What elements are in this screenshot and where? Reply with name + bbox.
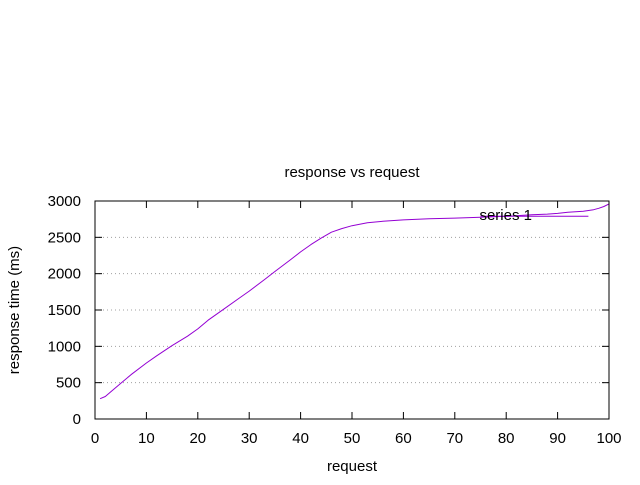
x-tick-label: 100: [596, 430, 621, 447]
x-tick-label: 70: [446, 430, 463, 447]
y-tick-label: 1500: [48, 302, 81, 319]
x-tick-label: 0: [91, 430, 99, 447]
x-tick-label: 80: [498, 430, 515, 447]
y-tick-label: 500: [56, 375, 81, 392]
x-tick-label: 10: [138, 430, 155, 447]
x-tick-label: 50: [344, 430, 361, 447]
x-tick-label: 20: [189, 430, 206, 447]
x-tick-label: 40: [292, 430, 309, 447]
legend-label: series 1: [479, 207, 532, 224]
ticks: 0 500 1000 1500 2000 2500 3000 0 10 20 30 40 50 60 70 8…: [48, 193, 622, 447]
chart-title: response vs request: [284, 164, 420, 181]
x-axis-label: request: [327, 458, 378, 475]
y-tick-label: 2000: [48, 266, 81, 283]
y-tick-label: 1000: [48, 338, 81, 355]
legend: series 1: [479, 207, 532, 224]
x-tick-label: 90: [549, 430, 566, 447]
series-line: [99, 203, 610, 400]
x-tick-label: 60: [395, 430, 412, 447]
series-layer: [99, 203, 610, 400]
y-tick-label: 3000: [48, 193, 81, 210]
x-tick-label: 30: [241, 430, 258, 447]
y-axis-label: response time (ms): [6, 246, 23, 374]
y-tick-label: 2500: [48, 229, 81, 246]
grid-lines: [95, 236, 609, 384]
y-tick-label: 0: [73, 411, 81, 428]
